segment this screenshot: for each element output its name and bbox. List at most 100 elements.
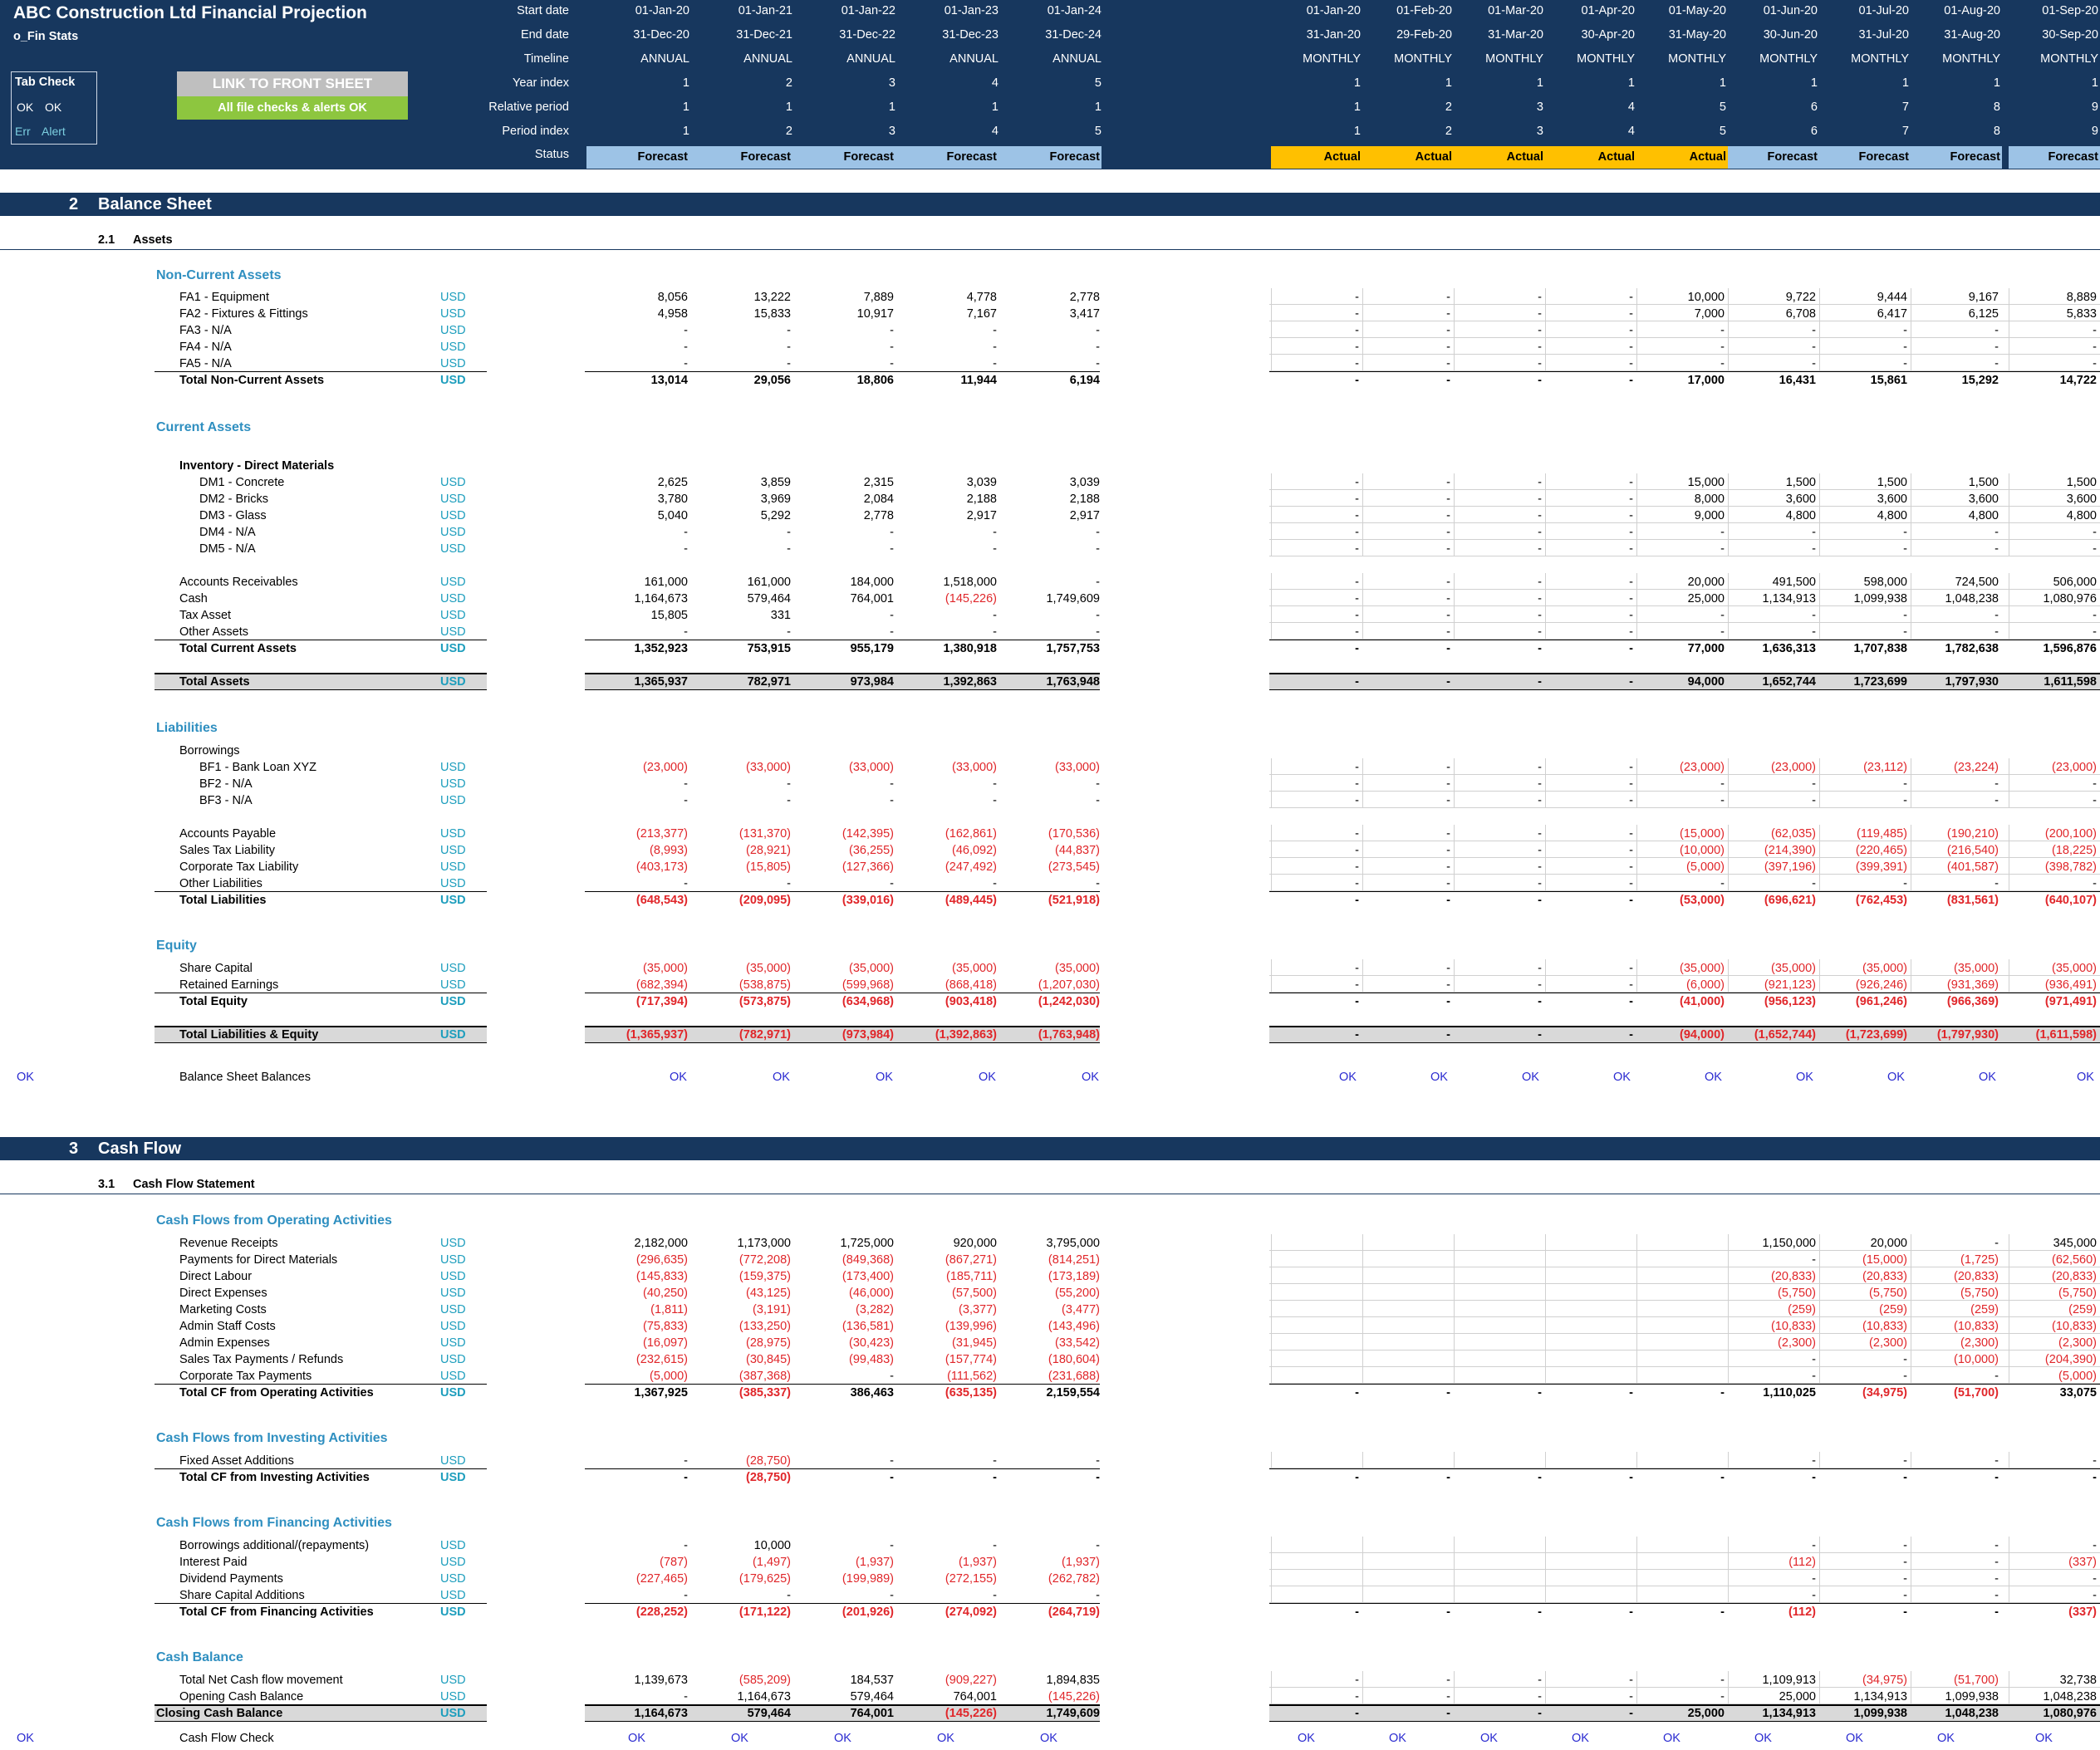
monthly-value: - [1629, 493, 1633, 506]
cell-border [1545, 1367, 1546, 1384]
monthly-value: - [1446, 978, 1450, 992]
row-label: DM5 - N/A [199, 542, 256, 556]
cell-border [1545, 976, 1546, 993]
annual-check: OK [979, 1071, 996, 1084]
monthly-relative: 3 [1536, 100, 1543, 114]
status-actual: Actual [1454, 146, 1545, 169]
monthly-value: - [1903, 1572, 1907, 1586]
row-label: FA5 - N/A [179, 357, 232, 370]
annual-value: - [890, 1454, 894, 1468]
annual-end: 31-Dec-24 [1045, 28, 1102, 42]
monthly-value: - [1538, 860, 1542, 874]
cell-border [1636, 1234, 1637, 1251]
monthly-value: - [1538, 675, 1542, 689]
cell-border [1271, 1301, 1272, 1317]
cell-border [1271, 825, 1272, 841]
cell-border [1819, 1317, 1820, 1334]
monthly-value: (259) [2068, 1303, 2097, 1316]
total-rule [585, 673, 1100, 674]
header-row-label: End date [520, 28, 569, 42]
monthly-value: (696,621) [1764, 894, 1816, 907]
monthly-value: 4,800 [2066, 509, 2097, 522]
monthly-value: - [1446, 894, 1450, 907]
monthly-year_index: 1 [2091, 76, 2098, 90]
monthly-value: - [1538, 291, 1542, 304]
monthly-value: 4,800 [1968, 509, 1999, 522]
annual-check: OK [670, 1071, 687, 1084]
cell-border [1362, 573, 1363, 590]
cell-border [1636, 321, 1637, 338]
monthly-value: - [1538, 844, 1542, 857]
annual-value: (44,837) [1054, 844, 1100, 857]
link-to-front-sheet-button[interactable]: LINK TO FRONT SHEET [177, 71, 408, 96]
annual-value: 2,315 [863, 476, 894, 489]
annual-value: - [1096, 1454, 1100, 1468]
monthly-value: - [1446, 1707, 1450, 1720]
monthly-value: - [1538, 794, 1542, 807]
monthly-value: - [1629, 777, 1633, 791]
monthly-end: 31-Mar-20 [1488, 28, 1543, 42]
cell-border [1362, 1317, 1363, 1334]
annual-value: (585,209) [738, 1674, 791, 1687]
cell-border [1271, 1586, 1272, 1603]
monthly-value: (5,000) [1686, 860, 1725, 874]
cell-border [1545, 758, 1546, 775]
monthly-value: - [1446, 777, 1450, 791]
cell-border [1545, 507, 1546, 523]
annual-value: 1,763,948 [1046, 675, 1100, 689]
group-operating-activities: Cash Flows from Operating Activities [156, 1213, 392, 1228]
annual-value: 782,971 [747, 675, 791, 689]
cell-border [1545, 338, 1546, 355]
monthly-value: (931,369) [1946, 978, 1999, 992]
cell-border [1271, 875, 1272, 891]
monthly-value: - [1720, 341, 1725, 354]
cell-border [1271, 841, 1272, 858]
cell-border [1728, 1284, 1729, 1301]
monthly-value: (926,246) [1855, 978, 1907, 992]
section-title: Cash Flow [98, 1140, 182, 1158]
annual-value: (339,016) [841, 894, 894, 907]
cell-border [1271, 1267, 1272, 1284]
annual-value: - [684, 1454, 688, 1468]
cell-border [1545, 288, 1546, 305]
monthly-value: (23,000) [1770, 761, 1816, 774]
monthly-value: - [2093, 1471, 2097, 1484]
monthly-value: (5,750) [1869, 1287, 1907, 1300]
annual-value: 161,000 [747, 576, 791, 589]
monthly-value: (1,611,598) [2035, 1028, 2097, 1042]
unit-label: USD [440, 675, 466, 689]
annual-value: (209,095) [738, 894, 791, 907]
cell-border [1362, 507, 1363, 523]
cell-border [1454, 825, 1455, 841]
monthly-value: - [1812, 1253, 1816, 1267]
monthly-value: 9,167 [1968, 291, 1999, 304]
group-liabilities: Liabilities [156, 721, 218, 735]
monthly-value: - [2093, 324, 2097, 337]
monthly-year_index: 1 [1445, 76, 1452, 90]
cell-border [1454, 1570, 1455, 1586]
header-row-label: Timeline [523, 52, 569, 66]
monthly-relative: 1 [1353, 100, 1361, 114]
monthly-value: - [1812, 794, 1816, 807]
total-rule [155, 1042, 487, 1043]
unit-label: USD [440, 1303, 466, 1316]
cell-border [1819, 305, 1820, 321]
monthly-value: - [1446, 1386, 1450, 1400]
annual-timeline: ANNUAL [743, 52, 792, 66]
annual-value: - [787, 877, 791, 890]
row-label: DM3 - Glass [199, 509, 267, 522]
monthly-value: - [1355, 291, 1359, 304]
monthly-value: - [1446, 1690, 1450, 1703]
cell-border [1728, 1688, 1729, 1704]
row-label: Borrowings additional/(repayments) [179, 1539, 370, 1552]
annual-value: (521,918) [1048, 894, 1100, 907]
cell-border [1545, 841, 1546, 858]
row-label: Total Liabilities [179, 894, 267, 907]
monthly-value: - [1355, 509, 1359, 522]
monthly-value: 1,707,838 [1853, 642, 1907, 655]
cell-border [1362, 1570, 1363, 1586]
cell-border [1454, 792, 1455, 808]
annual-value: 1,757,753 [1046, 642, 1100, 655]
monthly-value: (20,833) [1953, 1270, 1999, 1283]
monthly-value: - [2093, 794, 2097, 807]
